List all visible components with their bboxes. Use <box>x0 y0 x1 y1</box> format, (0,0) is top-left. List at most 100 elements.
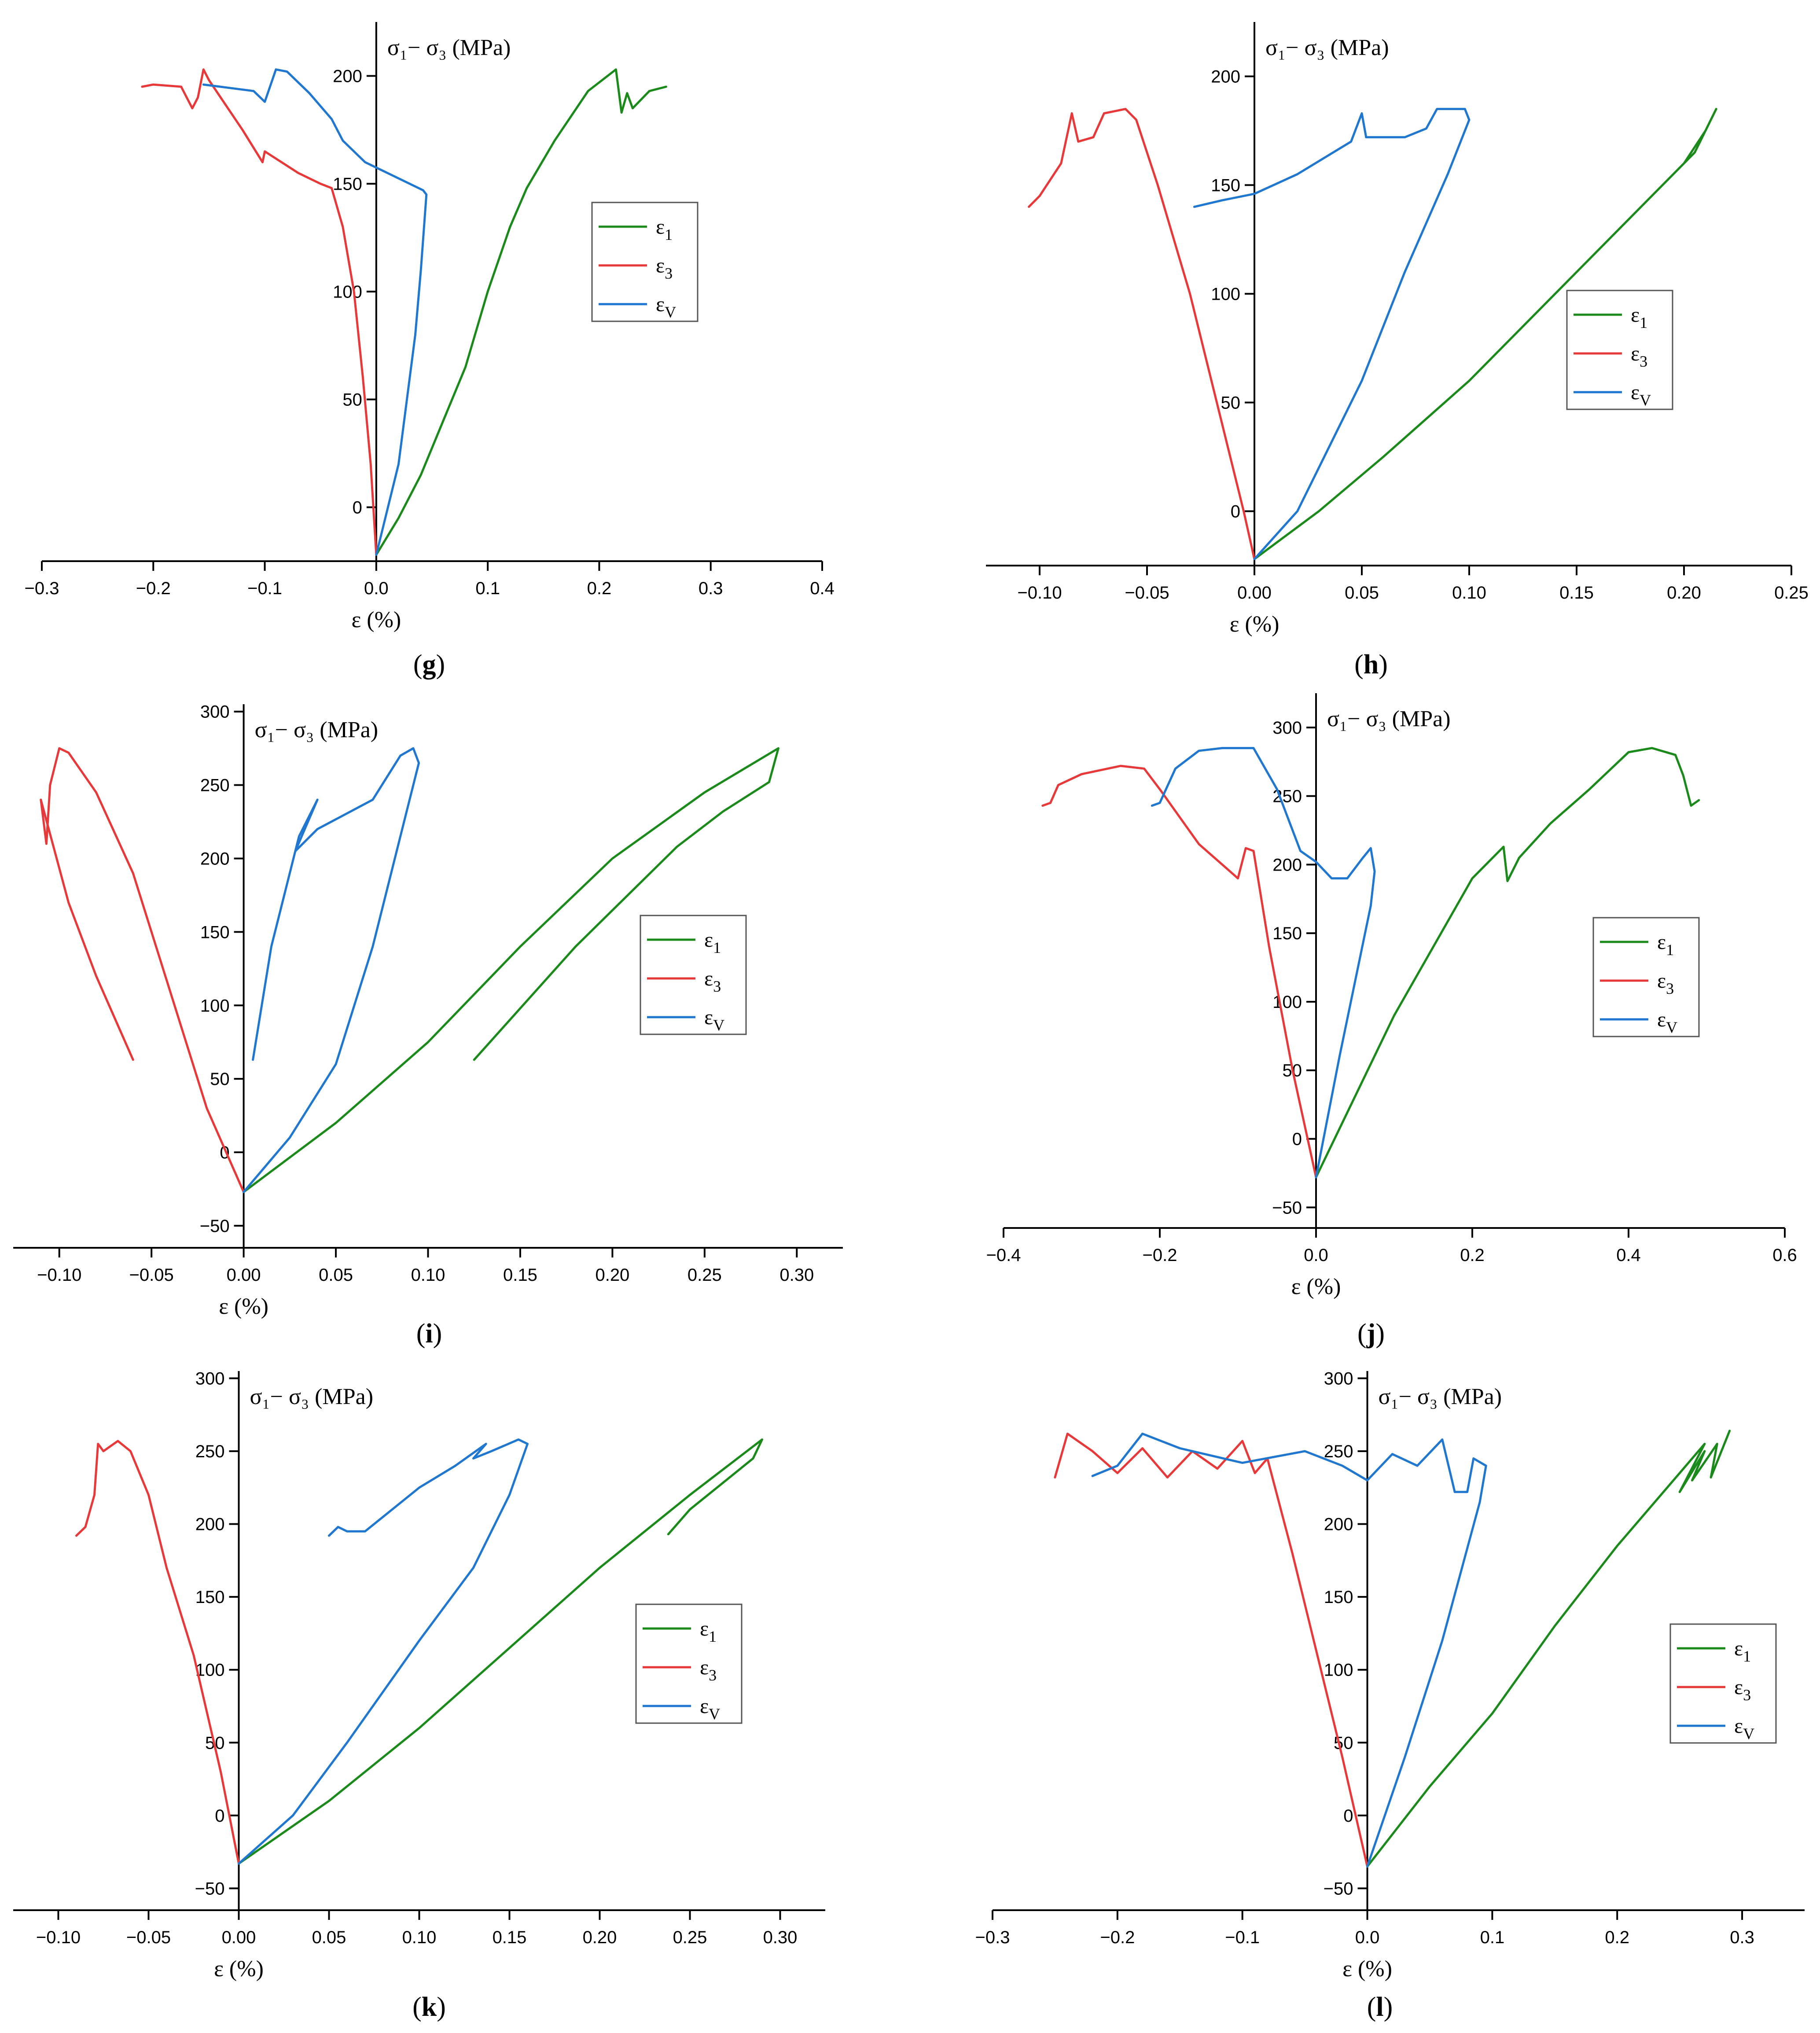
y-tick-label-l-5: 200 <box>1324 1515 1353 1534</box>
chart-panel-k: −0.10 −0.05 0.00 0.05 0.10 0.15 0.20 0.25 0.30 −5… <box>13 1369 825 2022</box>
x-tick-label-i-7: 0.25 <box>688 1265 722 1285</box>
y-tick-label-k-7: 300 <box>195 1369 225 1389</box>
y-tick-label-i-7: 300 <box>200 702 230 722</box>
x-tick-label-k-1: −0.05 <box>126 1928 171 1947</box>
legend-i <box>640 915 747 1035</box>
series-line-h-eV <box>1193 108 1471 560</box>
legend-l <box>1669 1623 1777 1744</box>
x-tick-label-h-6: 0.20 <box>1667 583 1701 603</box>
x-tick-label-h-4: 0.10 <box>1452 583 1486 603</box>
x-tick-label-k-2: 0.00 <box>222 1928 256 1947</box>
y-axis-label-i: σ₁− σ₃ (MPa) <box>255 717 379 743</box>
x-tick-label-h-1: −0.05 <box>1125 583 1169 603</box>
x-tick-label-i-6: 0.20 <box>595 1265 629 1285</box>
y-tick-label-g-4: 200 <box>333 67 362 86</box>
y-tick-label-h-0: 0 <box>1231 502 1240 522</box>
y-tick-label-i-2: 50 <box>210 1070 230 1089</box>
x-axis-label-h: ε (%) <box>1230 612 1280 637</box>
x-tick-label-i-8: 0.30 <box>779 1265 814 1285</box>
y-tick-label-h-2: 100 <box>1211 285 1240 304</box>
y-tick-label-h-1: 50 <box>1221 393 1241 413</box>
x-tick-label-j-5: 0.6 <box>1772 1246 1797 1265</box>
x-tick-label-k-0: −0.10 <box>36 1928 81 1947</box>
chart-panel-i: −0.10 −0.05 0.00 0.05 0.10 0.15 0.20 0.25 0.30 −5… <box>13 702 843 1349</box>
x-tick-label-g-5: 0.2 <box>587 579 612 598</box>
series-line-k-e1 <box>238 1438 763 1865</box>
y-tick-label-l-4: 150 <box>1324 1588 1353 1607</box>
panel-label-i: (i) <box>416 1319 442 1349</box>
x-tick-label-k-4: 0.10 <box>402 1928 437 1947</box>
x-axis-label-g: ε (%) <box>351 607 401 632</box>
series-line-i-eV <box>243 747 420 1193</box>
x-tick-label-j-1: −0.2 <box>1143 1246 1177 1265</box>
y-tick-label-l-1: 0 <box>1343 1806 1353 1826</box>
x-tick-label-g-6: 0.3 <box>699 579 723 598</box>
x-tick-label-i-3: 0.05 <box>319 1265 353 1285</box>
x-tick-label-k-8: 0.30 <box>763 1928 798 1947</box>
legend-g <box>591 202 699 322</box>
y-tick-label-g-3: 150 <box>333 175 362 194</box>
y-tick-label-k-1: 0 <box>215 1806 224 1826</box>
y-axis-label-h: σ₁− σ₃ (MPa) <box>1265 35 1389 60</box>
series-line-g-eV <box>202 68 428 556</box>
chart-panel-l: −0.3 −0.2 −0.1 0.0 0.1 0.2 0.3−500501001502002… <box>975 1369 1805 2022</box>
x-tick-label-j-2: 0.0 <box>1304 1246 1328 1265</box>
x-axis-label-l: ε (%) <box>1342 1956 1392 1982</box>
y-tick-label-k-6: 250 <box>195 1442 225 1461</box>
y-tick-label-i-6: 250 <box>200 776 230 795</box>
y-tick-label-k-0: −50 <box>195 1879 225 1898</box>
x-tick-label-i-0: −0.10 <box>37 1265 81 1285</box>
y-tick-label-g-0: 0 <box>353 498 362 518</box>
series-line-i-e1 <box>243 747 779 1193</box>
y-tick-label-g-1: 50 <box>342 390 362 410</box>
legend-j <box>1592 917 1700 1037</box>
y-tick-label-j-4: 150 <box>1272 924 1302 943</box>
chart-panel-h: −0.10 −0.05 0.00 0.05 0.10 0.15 0.20 0.25 0 50 100… <box>986 22 1809 680</box>
y-tick-label-j-3: 100 <box>1272 993 1302 1012</box>
x-tick-label-j-0: −0.4 <box>986 1246 1021 1265</box>
x-tick-label-h-2: 0.00 <box>1237 583 1272 603</box>
y-tick-label-h-3: 150 <box>1211 176 1240 195</box>
y-axis-label-g: σ₁− σ₃ (MPa) <box>387 35 511 60</box>
y-axis-label-k: σ₁− σ₃ (MPa) <box>250 1384 374 1409</box>
y-tick-label-i-0: −50 <box>200 1217 230 1236</box>
series-line-l-e1 <box>1366 1430 1731 1868</box>
x-tick-label-h-3: 0.05 <box>1345 583 1379 603</box>
y-tick-label-i-3: 100 <box>200 996 230 1015</box>
series-line-j-e1 <box>1315 747 1700 1179</box>
x-tick-label-g-0: −0.3 <box>25 579 59 598</box>
x-tick-label-h-5: 0.15 <box>1559 583 1594 603</box>
y-tick-label-j-7: 300 <box>1272 718 1302 738</box>
y-tick-label-i-5: 200 <box>200 849 230 868</box>
x-axis-label-j: ε (%) <box>1291 1274 1341 1299</box>
x-tick-label-g-1: −0.2 <box>136 579 171 598</box>
x-tick-label-l-4: 0.1 <box>1480 1928 1505 1947</box>
panel-label-l: (l) <box>1367 1992 1393 2022</box>
y-tick-label-j-5: 200 <box>1272 855 1302 875</box>
y-tick-label-k-5: 200 <box>195 1515 225 1534</box>
y-axis-label-j: σ₁− σ₃ (MPa) <box>1327 706 1451 732</box>
x-tick-label-k-3: 0.05 <box>312 1928 346 1947</box>
y-tick-label-l-7: 300 <box>1324 1369 1353 1389</box>
series-line-k-eV <box>238 1438 529 1865</box>
x-tick-label-g-2: −0.1 <box>247 579 282 598</box>
series-line-i-e3 <box>40 747 245 1193</box>
y-tick-label-l-0: −50 <box>1324 1879 1353 1898</box>
y-tick-label-j-0: −50 <box>1272 1198 1302 1217</box>
panel-label-h: (h) <box>1354 650 1388 680</box>
legend-h <box>1566 290 1673 410</box>
y-tick-label-k-4: 150 <box>195 1588 225 1607</box>
x-tick-label-l-3: 0.0 <box>1355 1928 1380 1947</box>
x-tick-label-j-3: 0.2 <box>1460 1246 1485 1265</box>
series-line-h-e3 <box>1028 108 1256 560</box>
y-tick-label-k-3: 100 <box>195 1661 225 1680</box>
series-line-l-eV <box>1091 1432 1487 1868</box>
x-tick-label-h-7: 0.25 <box>1774 583 1809 603</box>
y-axis-label-l: σ₁− σ₃ (MPa) <box>1379 1384 1502 1409</box>
series-line-j-e3 <box>1041 765 1317 1179</box>
series-line-k-e3 <box>75 1440 240 1865</box>
x-tick-label-l-2: −0.1 <box>1225 1928 1260 1947</box>
x-tick-label-g-4: 0.1 <box>475 579 500 598</box>
x-tick-label-l-1: −0.2 <box>1100 1928 1135 1947</box>
x-tick-label-g-3: 0.0 <box>364 579 389 598</box>
